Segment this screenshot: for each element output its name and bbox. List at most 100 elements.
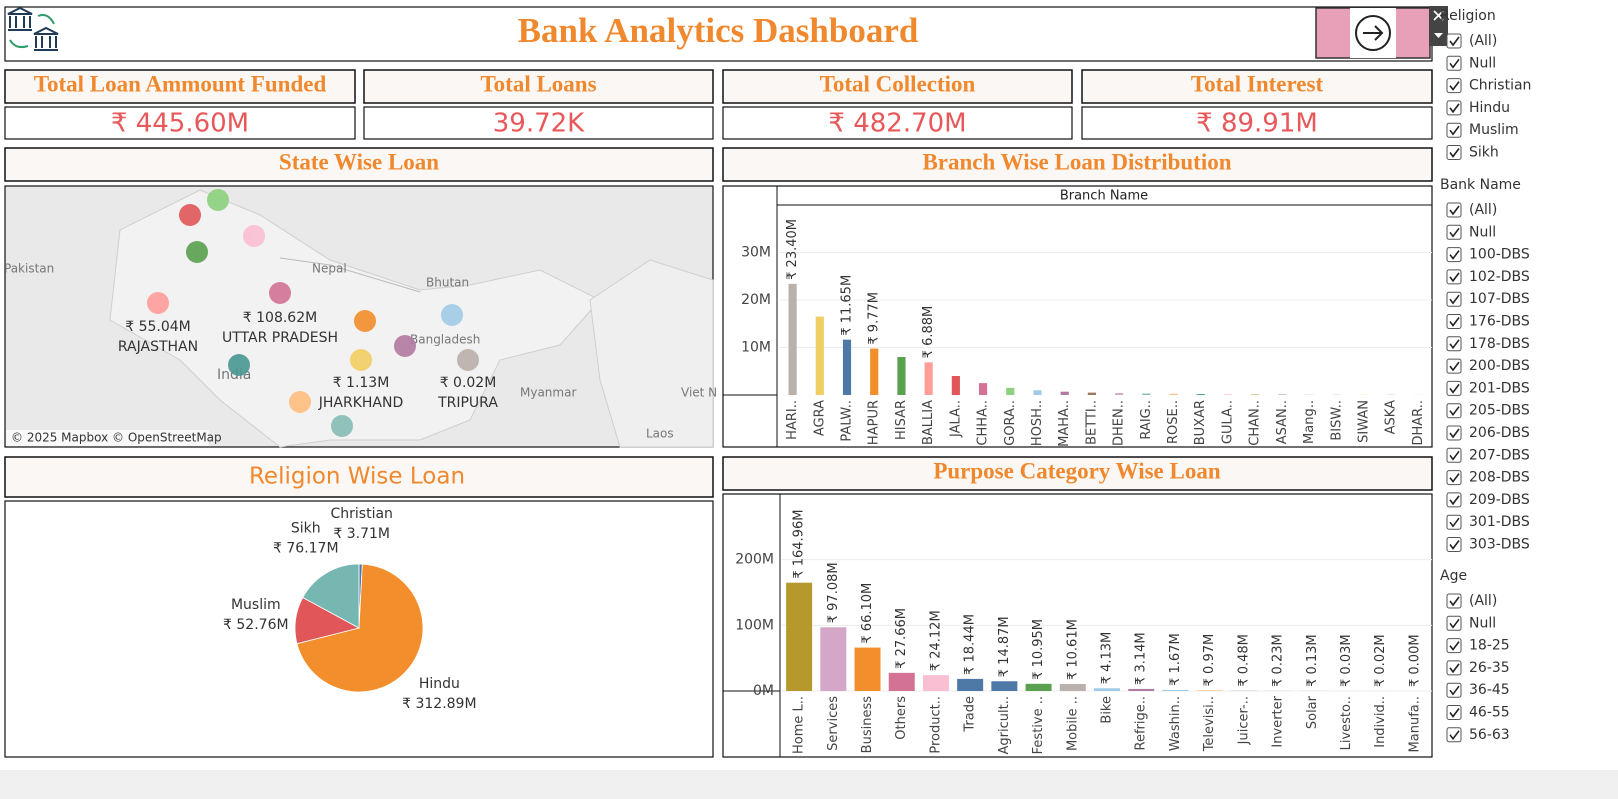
checkbox[interactable] xyxy=(1446,33,1462,49)
close-icon[interactable] xyxy=(1433,10,1444,21)
checkbox[interactable] xyxy=(1446,514,1462,530)
checkbox[interactable] xyxy=(1446,593,1462,609)
filter-option[interactable]: 18-25 xyxy=(1469,638,1510,654)
checkbox[interactable] xyxy=(1446,638,1462,654)
checkbox[interactable] xyxy=(1446,314,1462,329)
checkbox[interactable] xyxy=(1446,247,1462,263)
filter-option[interactable]: 301-DBS xyxy=(1469,514,1530,530)
state-dot[interactable] xyxy=(228,354,250,376)
checkmark[interactable] xyxy=(1449,227,1460,238)
nav-arrow[interactable] xyxy=(1363,25,1384,41)
filter-option[interactable]: 207-DBS xyxy=(1469,447,1530,463)
checkmark[interactable] xyxy=(1449,250,1460,260)
checkbox[interactable] xyxy=(1446,380,1462,396)
checkmark[interactable] xyxy=(1449,428,1460,439)
state-dot[interactable] xyxy=(394,335,416,357)
state-dot[interactable] xyxy=(269,282,291,304)
filter-option[interactable]: 206-DBS xyxy=(1469,425,1530,441)
filter-option[interactable]: (All) xyxy=(1469,593,1497,609)
filter-option[interactable]: Null xyxy=(1469,55,1496,71)
checkbox[interactable] xyxy=(1446,615,1462,631)
checkbox[interactable] xyxy=(1446,202,1462,218)
filter-option[interactable]: 205-DBS xyxy=(1469,403,1530,419)
checkbox[interactable] xyxy=(1446,537,1462,552)
filter-option[interactable]: Christian xyxy=(1469,78,1531,94)
checkmark[interactable] xyxy=(1449,148,1460,158)
filter-option[interactable]: 56-63 xyxy=(1469,727,1510,743)
checkmark[interactable] xyxy=(1449,125,1460,136)
checkbox[interactable] xyxy=(1446,492,1462,508)
filter-option[interactable]: 26-35 xyxy=(1469,660,1510,676)
state-dot[interactable] xyxy=(354,310,376,332)
filter-option[interactable]: 303-DBS xyxy=(1469,537,1530,553)
close-control[interactable] xyxy=(1429,6,1448,46)
checkbox[interactable] xyxy=(1446,145,1462,160)
checkmark[interactable] xyxy=(1449,205,1460,216)
checkmark[interactable] xyxy=(1449,406,1460,417)
checkmark[interactable] xyxy=(1449,36,1460,47)
filter-option[interactable]: (All) xyxy=(1469,33,1497,49)
checkmark[interactable] xyxy=(1449,517,1460,528)
checkbox[interactable] xyxy=(1446,470,1462,486)
filter-option[interactable]: Sikh xyxy=(1469,145,1499,161)
filter-option[interactable]: 208-DBS xyxy=(1469,470,1530,486)
checkbox[interactable] xyxy=(1446,224,1462,240)
filter-option[interactable]: 107-DBS xyxy=(1469,291,1530,307)
checkmark[interactable] xyxy=(1449,81,1460,91)
nav-arrow-circle[interactable] xyxy=(1355,15,1391,51)
checkmark[interactable] xyxy=(1449,685,1460,696)
checkmark[interactable] xyxy=(1449,596,1460,607)
checkbox[interactable] xyxy=(1446,727,1462,743)
filter-option[interactable]: 209-DBS xyxy=(1469,492,1530,508)
checkbox[interactable] xyxy=(1446,55,1462,71)
filter-option[interactable]: 200-DBS xyxy=(1469,358,1530,374)
checkbox[interactable] xyxy=(1446,122,1462,138)
checkbox[interactable] xyxy=(1446,403,1462,419)
filter-option[interactable]: 178-DBS xyxy=(1469,336,1530,352)
checkmark[interactable] xyxy=(1449,58,1460,69)
checkmark[interactable] xyxy=(1449,103,1460,114)
checkmark[interactable] xyxy=(1449,383,1460,394)
state-dot[interactable] xyxy=(243,225,265,247)
checkmark[interactable] xyxy=(1449,361,1460,372)
state-dot[interactable] xyxy=(207,189,229,211)
checkbox[interactable] xyxy=(1446,425,1462,441)
state-dot[interactable] xyxy=(147,292,169,314)
checkmark[interactable] xyxy=(1449,641,1460,651)
checkmark[interactable] xyxy=(1449,473,1460,483)
state-dot[interactable] xyxy=(350,349,372,371)
state-dot[interactable] xyxy=(186,241,208,263)
filter-option[interactable]: 201-DBS xyxy=(1469,380,1530,396)
checkbox[interactable] xyxy=(1446,336,1462,352)
checkmark[interactable] xyxy=(1449,339,1460,350)
checkmark[interactable] xyxy=(1449,663,1460,674)
filter-option[interactable]: Null xyxy=(1469,224,1496,240)
checkbox[interactable] xyxy=(1446,447,1462,463)
checkbox[interactable] xyxy=(1446,358,1462,374)
state-dot[interactable] xyxy=(179,204,201,226)
checkbox[interactable] xyxy=(1446,660,1462,676)
state-dot[interactable] xyxy=(457,349,479,371)
checkmark[interactable] xyxy=(1449,317,1460,327)
checkmark[interactable] xyxy=(1449,708,1460,718)
dropdown-icon[interactable] xyxy=(1434,33,1443,38)
checkmark[interactable] xyxy=(1449,540,1460,550)
checkmark[interactable] xyxy=(1449,450,1460,461)
filter-option[interactable]: 36-45 xyxy=(1469,682,1510,698)
checkbox[interactable] xyxy=(1446,100,1462,116)
state-dot[interactable] xyxy=(331,415,353,437)
checkmark[interactable] xyxy=(1449,495,1460,506)
checkbox[interactable] xyxy=(1446,78,1462,94)
filter-option[interactable]: Muslim xyxy=(1469,122,1519,138)
checkmark[interactable] xyxy=(1449,294,1460,305)
checkmark[interactable] xyxy=(1449,730,1460,741)
checkmark[interactable] xyxy=(1449,272,1460,283)
checkbox[interactable] xyxy=(1446,291,1462,307)
filter-option[interactable]: 102-DBS xyxy=(1469,269,1530,285)
state-dot[interactable] xyxy=(289,391,311,413)
filter-option[interactable]: Hindu xyxy=(1469,100,1510,116)
checkbox[interactable] xyxy=(1446,705,1462,720)
filter-option[interactable]: 46-55 xyxy=(1469,705,1510,721)
checkmark[interactable] xyxy=(1449,618,1460,629)
checkbox[interactable] xyxy=(1446,269,1462,285)
